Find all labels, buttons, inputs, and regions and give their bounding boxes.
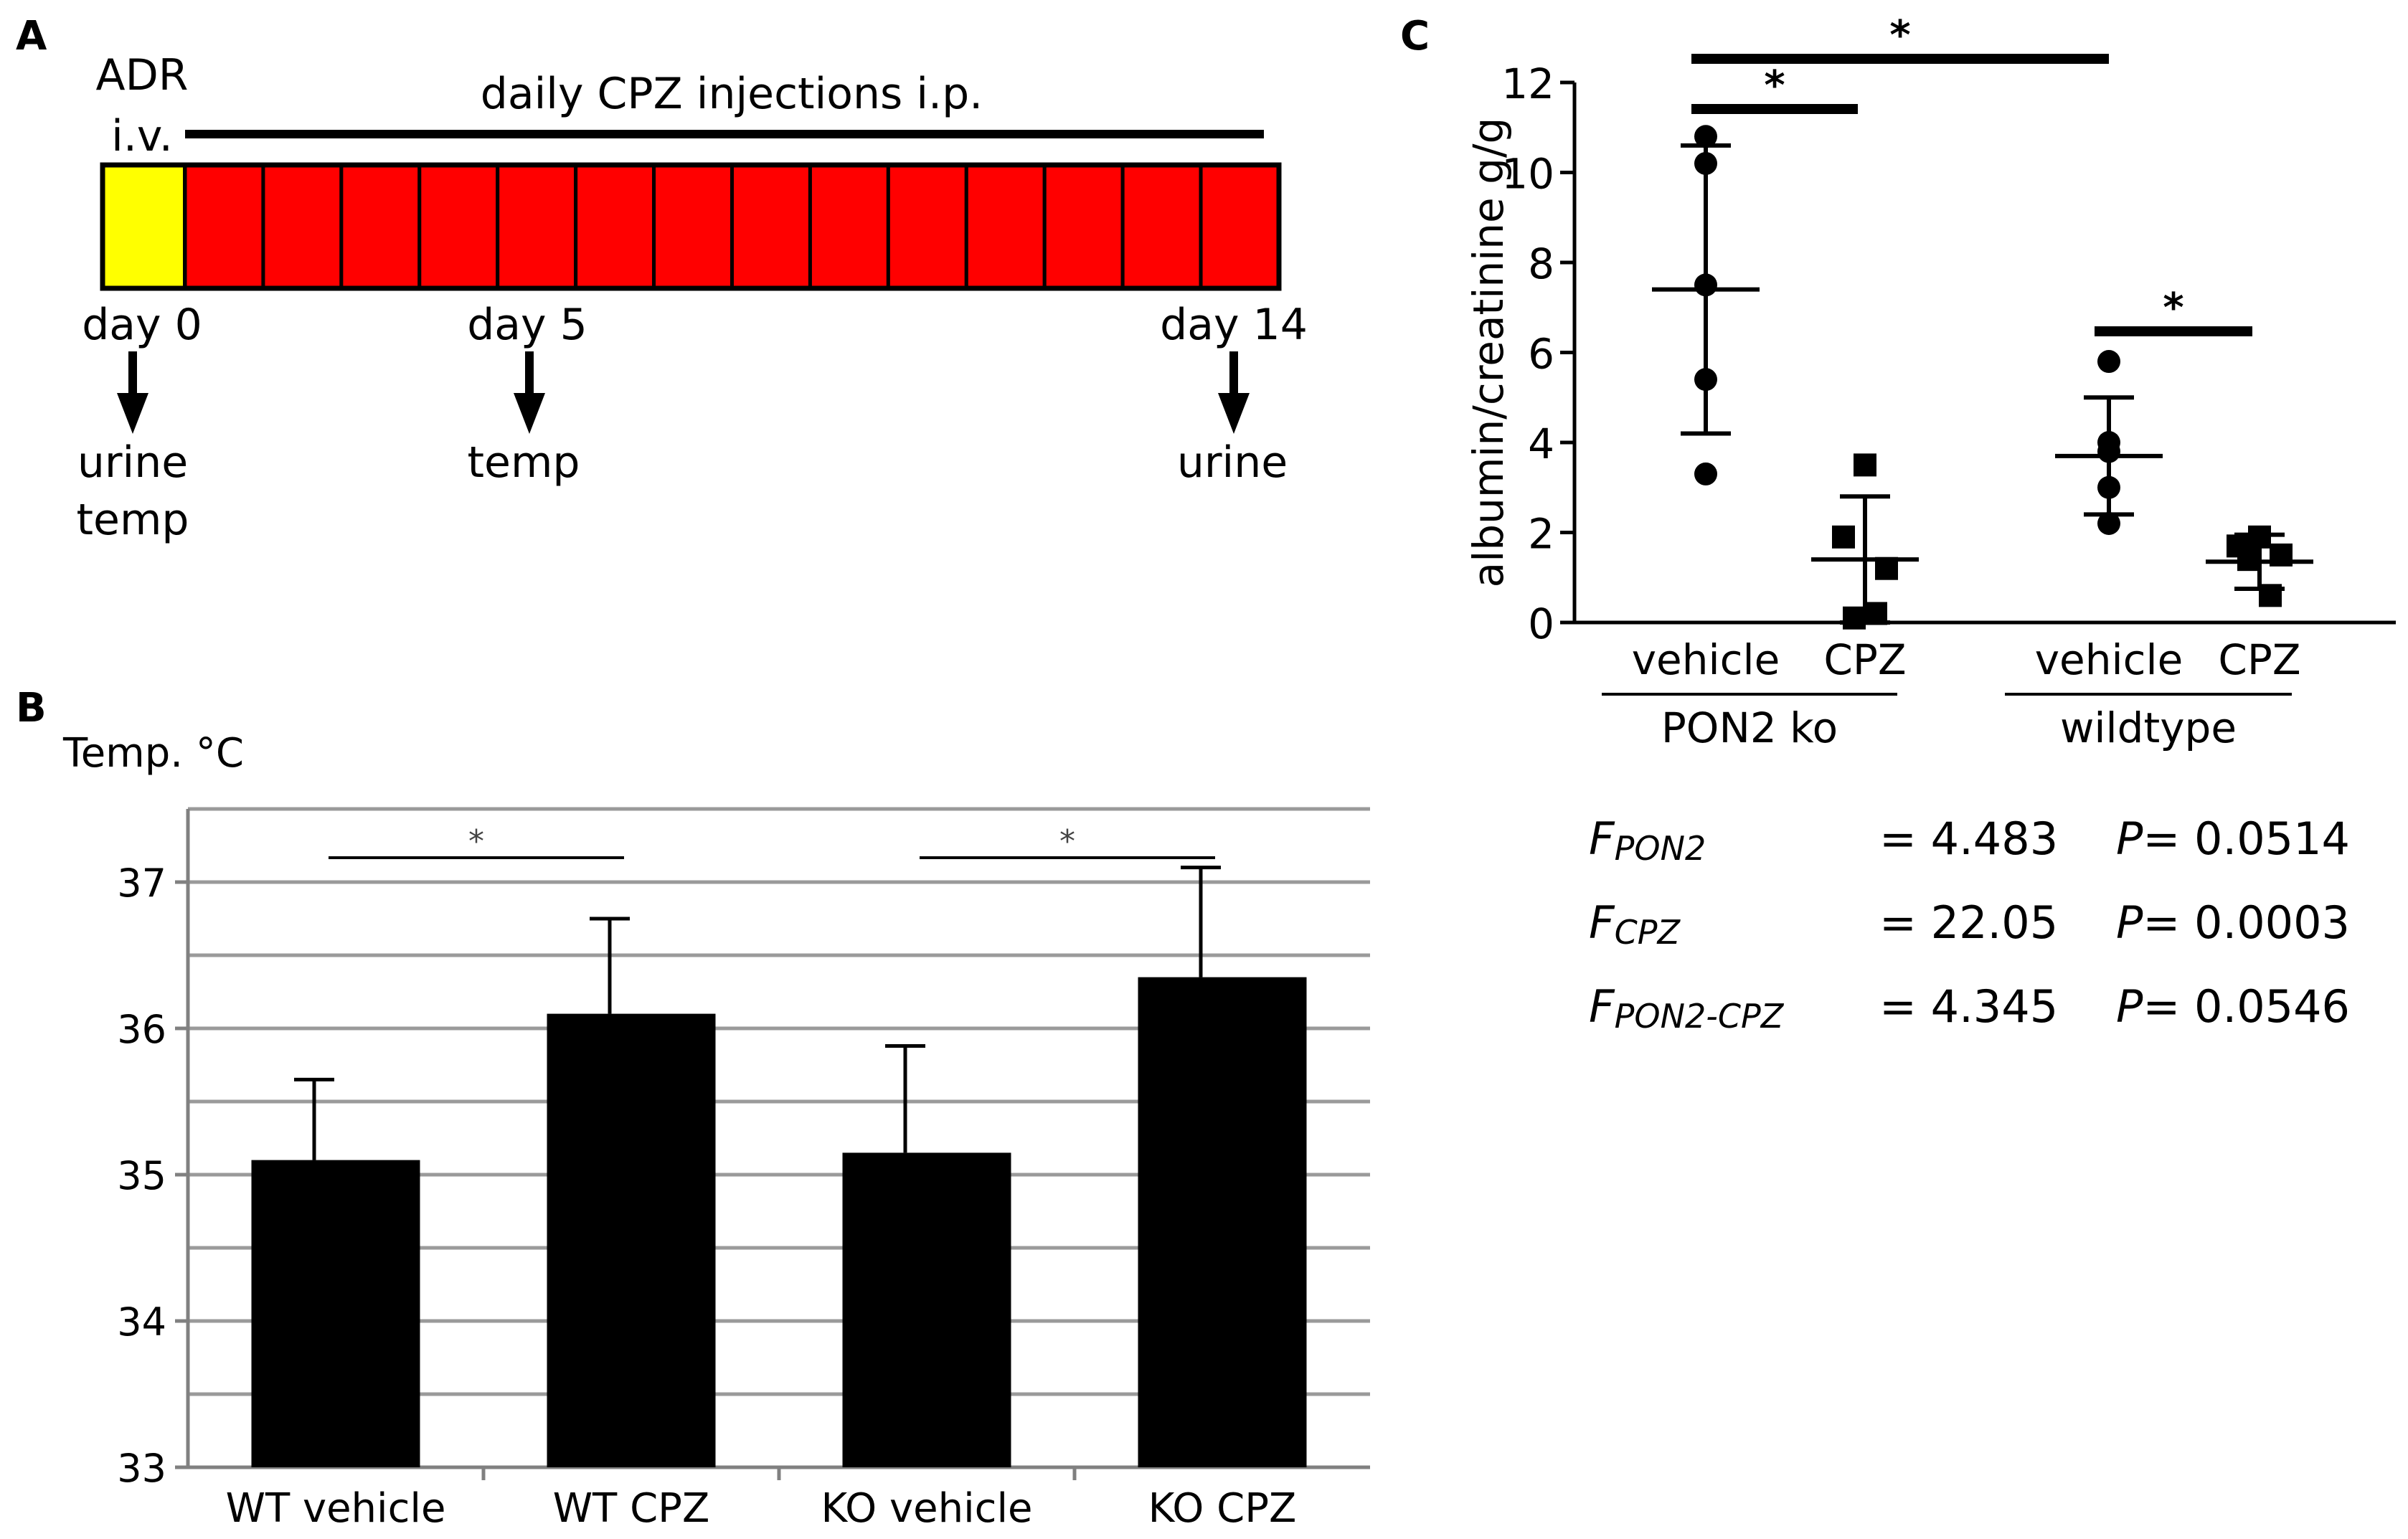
panel-b-label: B <box>16 685 47 731</box>
chart-b-ylabel: Temp. °C <box>63 730 244 777</box>
bar <box>547 1013 716 1467</box>
stat-f-cpz-value: = 22.05 <box>1879 896 2059 949</box>
x-tick-label: CPZ <box>2218 635 2300 684</box>
panel-c-label: C <box>1400 13 1430 60</box>
y-axis-label: albumin/creatinine g/g <box>1464 118 1513 588</box>
sample-day14-urine: urine <box>1176 437 1288 488</box>
adr-label: ADR <box>95 50 189 100</box>
stat-f-interaction: FPON2-CPZ <box>1589 980 1784 1036</box>
y-tick-label: 37 <box>117 861 166 906</box>
sample-day5-temp: temp <box>467 437 580 488</box>
day0-label: day 0 <box>82 300 202 350</box>
data-point <box>1854 453 1876 477</box>
y-tick-label: 8 <box>1528 240 1554 288</box>
stat-p-pon2: P= 0.0514 <box>2116 813 2350 865</box>
x-tick-label: CPZ <box>1823 635 1906 684</box>
data-point <box>1694 125 1717 148</box>
data-point <box>2097 511 2120 535</box>
data-point <box>2097 350 2120 374</box>
significance-label: * <box>468 823 484 860</box>
x-tick-label: WT CPZ <box>553 1485 710 1532</box>
significance-label: * <box>1059 823 1075 860</box>
significance-label: * <box>1889 12 1910 59</box>
stat-f-pon2: FPON2 <box>1589 813 1706 868</box>
data-point <box>1832 525 1855 549</box>
stat-p-interaction: P= 0.0546 <box>2116 980 2350 1033</box>
stat-f-cpz: FCPZ <box>1589 896 1681 952</box>
x-tick-label: WT vehicle <box>226 1485 446 1532</box>
bar <box>251 1160 420 1467</box>
y-tick-label: 6 <box>1528 330 1554 379</box>
x-tick-label: vehicle <box>2035 635 2183 684</box>
y-tick-label: 35 <box>117 1153 166 1198</box>
y-tick-label: 10 <box>1501 150 1554 199</box>
y-tick-label: 33 <box>117 1446 166 1491</box>
sample-day0-temp: temp <box>76 495 189 545</box>
bar <box>1138 977 1307 1467</box>
data-point <box>1843 606 1866 630</box>
x-tick-label: KO vehicle <box>821 1485 1033 1532</box>
stat-f-pon2-value: = 4.483 <box>1879 813 2059 865</box>
y-tick-label: 4 <box>1528 420 1554 468</box>
group-label: PON2 ko <box>1661 704 1838 752</box>
day5-label: day 5 <box>467 300 587 350</box>
y-tick-label: 12 <box>1501 60 1554 108</box>
y-tick-label: 2 <box>1528 510 1554 559</box>
panel-a-label: A <box>16 13 47 60</box>
significance-label: * <box>1764 62 1785 109</box>
sample-day0-urine: urine <box>77 437 189 488</box>
data-point <box>1694 462 1717 486</box>
x-tick-label: KO CPZ <box>1148 1485 1297 1532</box>
significance-label: * <box>2163 285 2183 331</box>
stat-p-cpz: P= 0.0003 <box>2116 896 2350 949</box>
data-point <box>2237 548 2260 572</box>
bar <box>842 1152 1011 1467</box>
day14-label: day 14 <box>1160 300 1308 350</box>
y-tick-label: 34 <box>117 1299 166 1345</box>
group-label: wildtype <box>2060 704 2237 752</box>
iv-label: i.v. <box>111 111 173 161</box>
stat-f-interaction-value: = 4.345 <box>1879 980 2059 1033</box>
y-tick-label: 36 <box>117 1007 166 1052</box>
x-tick-label: vehicle <box>1632 635 1780 684</box>
y-tick-label: 0 <box>1528 600 1554 648</box>
injections-label: daily CPZ injections i.p. <box>480 69 983 119</box>
